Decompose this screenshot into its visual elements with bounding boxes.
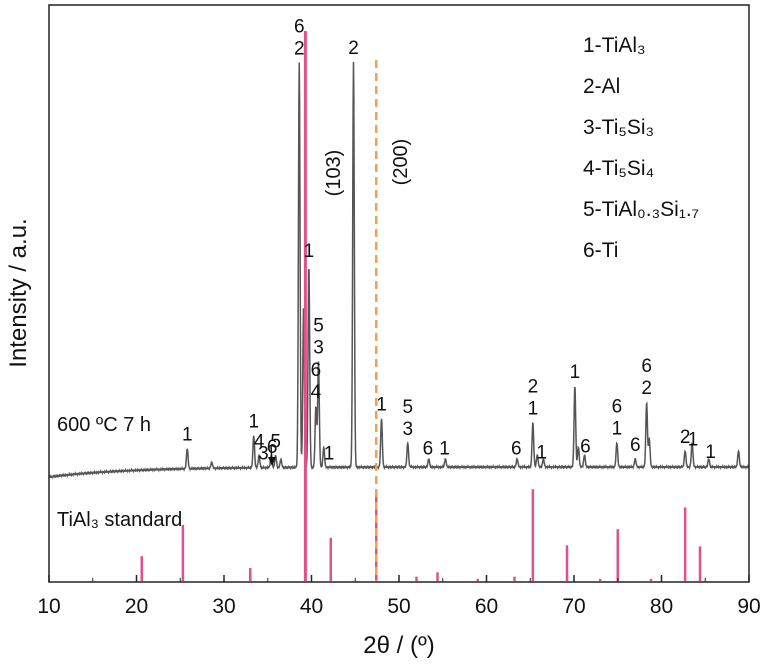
peak-label: 1 [376, 395, 387, 416]
peak-label: 1 [612, 419, 623, 440]
x-axis-title: 2θ / (º) [363, 632, 434, 659]
legend-entry-5: 5-TiAl₀.₃Si₁.₇ [583, 198, 699, 221]
x-tick-label: 10 [37, 595, 60, 618]
peak-label: 2 [641, 378, 652, 399]
peak-label: 1 [705, 442, 716, 463]
standard-label: TiAl₃ standard [57, 509, 182, 531]
x-tick-label: 80 [650, 595, 673, 618]
peak-label: 4 [254, 432, 265, 453]
peak-label: 3 [402, 419, 413, 440]
legend-entry-2: 2-Al [583, 75, 620, 98]
sample-label: 600 ºC 7 h [57, 414, 151, 436]
peak-label: 6 [423, 439, 434, 460]
peak-label: 1 [182, 424, 193, 445]
x-tick-label: 70 [562, 595, 585, 618]
x-tick-label: 20 [125, 595, 148, 618]
peak-label: 4 [311, 382, 322, 403]
peak-pointer-arrow [268, 457, 276, 466]
x-tick-label: 50 [387, 595, 410, 618]
plane-label-103: (103) [323, 150, 345, 197]
plot-frame [48, 4, 750, 583]
legend-entry-4: 4-Ti₅Si₄ [583, 157, 654, 180]
peak-label: 6 [267, 437, 278, 458]
peak-label: 1 [536, 442, 547, 463]
peak-label: 2 [528, 376, 539, 397]
x-tick-label: 90 [737, 595, 760, 618]
peak-label: 6 [311, 360, 322, 381]
peak-label: 1 [528, 398, 539, 419]
pattern-layer [48, 61, 750, 480]
peak-label: 1 [439, 439, 450, 460]
xrd-pattern-line [48, 61, 750, 480]
peak-label: 3 [258, 444, 269, 465]
peak-label: 1 [324, 443, 335, 464]
x-tick-label: 30 [212, 595, 235, 618]
reference-lines-layer [303, 31, 378, 581]
standard-peaks-layer [140, 473, 702, 581]
y-axis-title: Intensity / a.u. [5, 218, 32, 367]
peak-label: 6 [612, 397, 623, 418]
peak-label: 6 [511, 439, 522, 460]
peak-label: 1 [688, 430, 699, 451]
peak-label: 2 [294, 38, 305, 59]
peak-label: 5 [313, 316, 324, 337]
x-tick-label: 40 [300, 595, 323, 618]
x-axis-ticks: 10 20 30 40 50 60 70 80 90 [37, 575, 761, 618]
legend-entry-1: 1-TiAl₃ [583, 34, 646, 57]
peak-label: 1 [570, 362, 581, 383]
legend: 1-TiAl₃ 2-Al 3-Ti₅Si₃ 4-Ti₅Si₄ 5-TiAl₀.₃… [583, 34, 699, 262]
peak-label: 6 [580, 436, 591, 457]
peak-label: 1 [304, 241, 315, 262]
peak-label: 5 [402, 397, 413, 418]
legend-entry-6: 6-Ti [583, 239, 618, 262]
peak-label: 6 [294, 16, 305, 37]
legend-entry-3: 3-Ti₅Si₃ [583, 116, 654, 139]
peak-label: 2 [680, 427, 691, 448]
peak-label: 5 [270, 431, 281, 452]
plane-label-200: (200) [390, 139, 412, 186]
peak-label: 6 [641, 356, 652, 377]
peak-label: 2 [348, 38, 359, 59]
peak-label: 3 [313, 338, 324, 359]
peak-label: 1 [248, 411, 259, 432]
x-tick-label: 60 [475, 595, 498, 618]
peak-label: 6 [630, 435, 641, 456]
